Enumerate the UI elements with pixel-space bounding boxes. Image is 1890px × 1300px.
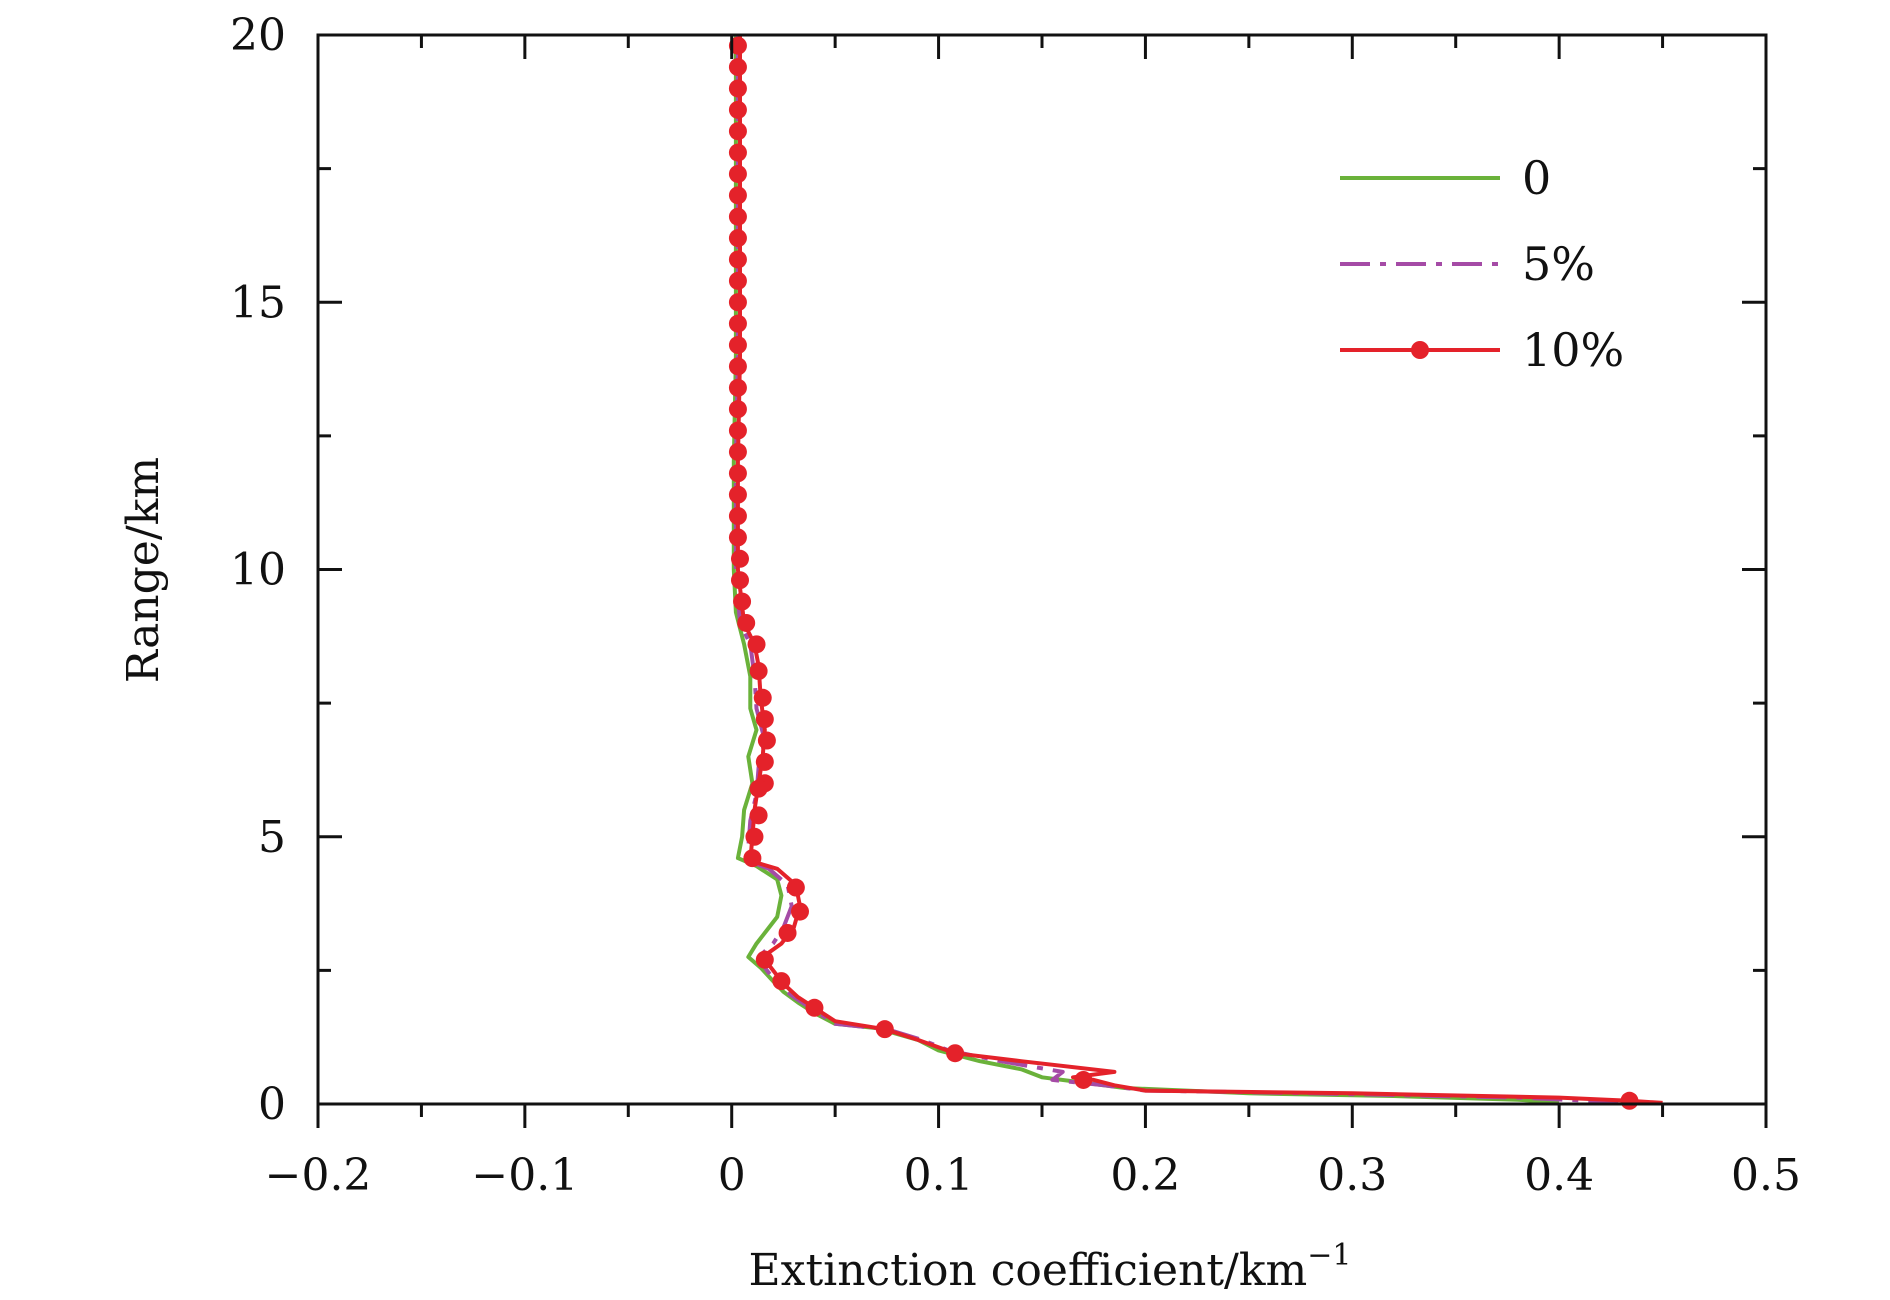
- series-marker: [728, 186, 747, 205]
- series-marker: [728, 336, 747, 355]
- x-axis-title: Extinction coefficient/km−1: [749, 1238, 1352, 1296]
- series-marker: [728, 400, 747, 419]
- series-marker: [728, 58, 747, 77]
- series-marker: [772, 972, 791, 991]
- series-marker: [805, 998, 824, 1017]
- series-marker: [749, 662, 768, 681]
- series-marker: [875, 1020, 894, 1039]
- series-marker: [730, 549, 749, 568]
- series-marker: [730, 571, 749, 590]
- series-marker: [755, 752, 774, 771]
- series-marker: [728, 464, 747, 483]
- y-tick-label: 20: [230, 10, 286, 61]
- series-marker: [747, 635, 766, 654]
- x-tick-label: 0.1: [904, 1150, 974, 1201]
- series-marker: [755, 950, 774, 969]
- y-tick-label: 5: [258, 812, 286, 863]
- legend-marker: [1411, 341, 1429, 359]
- series-marker: [728, 271, 747, 290]
- series-marker: [755, 710, 774, 729]
- series-marker: [790, 902, 809, 921]
- series-marker: [728, 207, 747, 226]
- series-marker: [749, 779, 768, 798]
- series-marker: [728, 442, 747, 461]
- y-tick-label: 0: [258, 1079, 286, 1130]
- series-marker: [1074, 1070, 1093, 1089]
- tick-labels-layer: −0.2 −0.1 0 0.1 0.2 0.3 0.4 0.5 0 5 10 15 20: [230, 10, 1801, 1201]
- x-tick-label: 0.2: [1110, 1150, 1180, 1201]
- series-marker: [757, 731, 776, 750]
- series-marker: [728, 100, 747, 119]
- legend-label-3: 10%: [1522, 323, 1624, 377]
- series-marker: [728, 250, 747, 269]
- series-marker: [728, 314, 747, 333]
- x-axis-title-text: Extinction coefficient/km: [749, 1245, 1308, 1296]
- series-marker: [786, 878, 805, 897]
- series-marker: [778, 923, 797, 942]
- series-marker: [728, 357, 747, 376]
- x-tick-label: 0: [718, 1150, 746, 1201]
- series-marker: [737, 613, 756, 632]
- ticks-layer: [316, 33, 1768, 1128]
- series-marker: [728, 122, 747, 141]
- legend-label-1: 0: [1522, 151, 1551, 205]
- x-tick-label: −0.1: [471, 1150, 578, 1201]
- series-marker: [753, 688, 772, 707]
- series-marker: [728, 293, 747, 312]
- legend-label-2: 5%: [1522, 237, 1595, 291]
- series-marker: [728, 485, 747, 504]
- series-marker: [1620, 1091, 1639, 1110]
- series-marker: [728, 229, 747, 248]
- y-tick-label: 10: [230, 545, 286, 596]
- legend: 0 5% 10%: [1340, 151, 1624, 377]
- series-marker: [728, 143, 747, 162]
- series-marker: [728, 528, 747, 547]
- x-axis-title-superscript: −1: [1307, 1238, 1351, 1273]
- series-marker: [728, 36, 747, 55]
- y-tick-label: 15: [230, 277, 286, 328]
- x-tick-label: −0.2: [265, 1150, 372, 1201]
- series-marker: [728, 507, 747, 526]
- y-axis-title: Range/km: [118, 457, 169, 683]
- series-marker: [728, 164, 747, 183]
- series-layer: [728, 35, 1663, 1110]
- x-tick-label: 0.4: [1524, 1150, 1594, 1201]
- series-marker: [728, 79, 747, 98]
- series-line-1: [731, 35, 1560, 1105]
- series-marker: [749, 806, 768, 825]
- series-marker: [728, 378, 747, 397]
- x-tick-label: 0.3: [1317, 1150, 1387, 1201]
- series-line-2: [733, 35, 1642, 1105]
- series-marker: [743, 849, 762, 868]
- series-marker: [745, 827, 764, 846]
- x-tick-label: 0.5: [1731, 1150, 1801, 1201]
- series-marker: [733, 592, 752, 611]
- series-marker: [728, 421, 747, 440]
- series-marker: [946, 1044, 965, 1063]
